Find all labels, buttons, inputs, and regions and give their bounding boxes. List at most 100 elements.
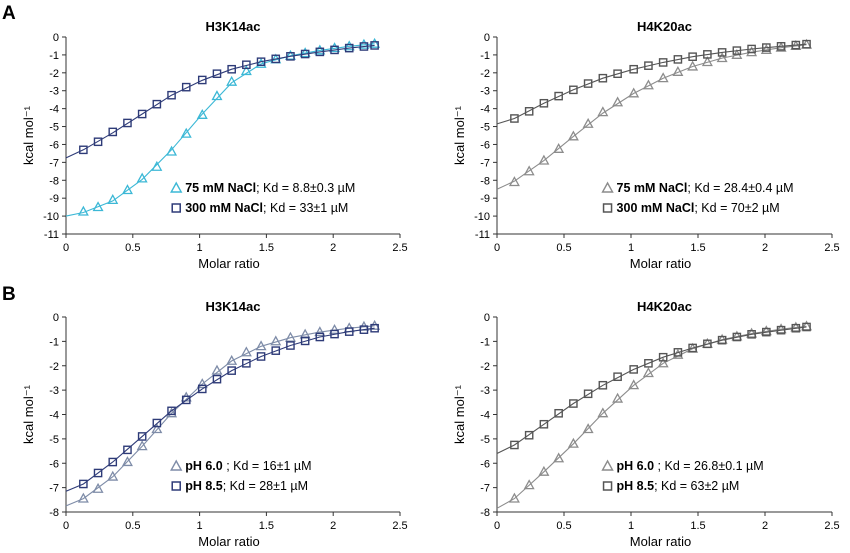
- data-point: [554, 408, 563, 418]
- legend-label-bold: 75 mM NaCl: [617, 181, 688, 195]
- data-point: [226, 354, 238, 365]
- data-point: [760, 325, 772, 336]
- chart-title: H4K20ac: [637, 299, 692, 314]
- y-tick-label: -4: [480, 410, 490, 422]
- series-1: [496, 320, 813, 509]
- legend-marker: [601, 181, 614, 193]
- data-point: [284, 49, 296, 60]
- legend-label-bold: pH 8.5: [185, 479, 223, 493]
- data-point: [629, 64, 638, 74]
- data-point: [166, 145, 178, 156]
- series-1: [496, 38, 813, 190]
- data-point: [315, 332, 325, 342]
- y-tick-label: -5: [49, 122, 59, 134]
- data-point: [123, 118, 132, 128]
- legend-item: pH 8.5; Kd = 28±1 µM: [171, 479, 308, 493]
- y-tick-label: -4: [480, 104, 490, 116]
- data-point: [523, 165, 535, 176]
- y-tick-label: 0: [53, 312, 59, 324]
- data-point: [256, 352, 266, 361]
- legend-label-kd: ; Kd = 26.8±0.1 µM: [654, 459, 764, 473]
- legend-marker: [601, 459, 614, 471]
- data-point: [197, 75, 207, 85]
- x-tick-label: 0: [63, 520, 69, 532]
- data-point: [582, 117, 594, 128]
- data-point: [629, 365, 638, 374]
- legend-label-kd: ; Kd = 28.4±0.4 µM: [687, 181, 793, 195]
- data-point: [77, 492, 89, 503]
- y-tick-label: -8: [480, 507, 490, 519]
- data-point: [538, 154, 550, 165]
- series-2: [65, 41, 379, 159]
- data-point: [510, 114, 519, 123]
- data-point: [612, 392, 624, 403]
- data-point: [121, 456, 133, 467]
- legend-label: 75 mM NaCl; Kd = 28.4±0.4 µM: [617, 181, 794, 195]
- x-tick-label: 0.5: [556, 520, 571, 532]
- data-point: [242, 359, 251, 368]
- data-point: [242, 60, 251, 70]
- data-point: [642, 79, 654, 90]
- x-axis-label: Molar ratio: [630, 256, 691, 271]
- data-point: [358, 38, 370, 49]
- x-tick-label: 2: [762, 242, 768, 254]
- panel-letter-a: A: [2, 3, 16, 24]
- data-point: [343, 40, 355, 51]
- data-point: [196, 108, 208, 119]
- legend-item: 75 mM NaCl; Kd = 8.8±0.3 µM: [170, 181, 355, 195]
- data-point: [524, 430, 534, 440]
- x-tick-label: 0: [494, 520, 500, 532]
- data-point: [330, 329, 339, 339]
- data-point: [801, 320, 813, 331]
- data-point: [582, 423, 594, 434]
- y-tick-label: -4: [49, 410, 59, 422]
- legend-label-kd: ; Kd = 16±1 µM: [223, 459, 312, 473]
- y-tick-label: -2: [49, 361, 59, 373]
- chart-2: H4K20ac 0 -1 -2 -3 -4 -5 -6 -7 -8 -9 -10 -11 0 0.5 1 1.5…: [452, 19, 840, 271]
- data-point: [211, 364, 223, 375]
- y-tick-label: -6: [480, 458, 490, 470]
- x-axis-label: Molar ratio: [630, 534, 691, 549]
- y-tick-label: -3: [49, 86, 59, 98]
- data-point: [523, 479, 535, 490]
- data-point: [583, 79, 593, 88]
- data-point: [79, 479, 88, 489]
- legend-label: pH 8.5; Kd = 63±2 µM: [617, 479, 740, 493]
- y-tick-label: -2: [480, 68, 490, 80]
- y-tick-label: -4: [49, 104, 59, 116]
- data-point: [137, 109, 147, 119]
- data-point: [791, 40, 801, 50]
- data-point: [524, 107, 534, 116]
- data-point: [137, 432, 147, 441]
- data-point: [673, 348, 683, 357]
- legend-label-kd: ; Kd = 33±1 µM: [263, 201, 348, 215]
- data-point: [181, 82, 191, 92]
- fit-line: [65, 327, 375, 492]
- y-tick-label: -6: [480, 139, 490, 151]
- y-tick-label: 0: [484, 312, 490, 324]
- fit-line: [65, 43, 375, 217]
- x-tick-label: 1.5: [259, 520, 274, 532]
- data-point: [211, 90, 223, 101]
- chart-3: H3K14ac 0 -1 -2 -3 -4 -5 -6 -7 -8 0 0.5 1 1.5 2 2.5 Mola…: [21, 299, 408, 549]
- data-point: [687, 60, 699, 71]
- x-tick-label: 1: [197, 242, 203, 254]
- data-point: [107, 470, 119, 481]
- legend-marker: [602, 203, 613, 213]
- chart-4: H4K20ac 0 -1 -2 -3 -4 -5 -6 -7 -8 0 0.5 1 1.5 2 2.5 Mola…: [452, 299, 840, 549]
- x-tick-label: 1: [197, 520, 203, 532]
- x-axis-label: Molar ratio: [198, 534, 259, 549]
- data-point: [642, 367, 654, 378]
- data-point: [508, 176, 520, 187]
- data-point: [299, 47, 311, 58]
- x-tick-label: 0.5: [556, 242, 571, 254]
- data-point: [344, 43, 354, 53]
- data-point: [644, 359, 653, 368]
- data-point: [539, 98, 549, 108]
- data-point: [673, 55, 683, 64]
- data-point: [255, 340, 267, 351]
- data-point: [180, 127, 192, 138]
- x-tick-label: 2: [330, 520, 336, 532]
- y-tick-label: -8: [49, 175, 59, 187]
